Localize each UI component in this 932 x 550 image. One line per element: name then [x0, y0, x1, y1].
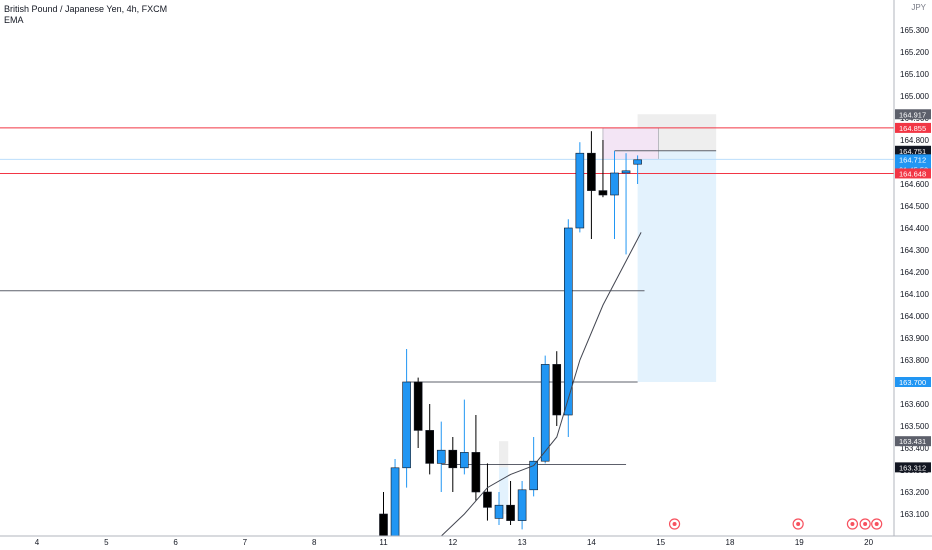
x-tick-label: 11	[379, 538, 388, 547]
x-tick-label: 13	[518, 538, 527, 547]
y-tick-label: 164.800	[900, 136, 929, 145]
y-tick-label: 163.800	[900, 356, 929, 365]
candle-body-48[interactable]	[587, 152, 596, 191]
price-label-164.855: 164.855	[899, 124, 926, 133]
x-tick-label: 6	[173, 538, 178, 547]
x-tick-label: 14	[587, 538, 596, 547]
y-tick-label: 163.100	[900, 510, 929, 519]
candle-body-51[interactable]	[621, 170, 631, 174]
zone-blue-4[interactable]	[499, 467, 509, 514]
price-label-163.431: 163.431	[899, 437, 926, 446]
indicator-label[interactable]: EMA	[4, 15, 24, 25]
y-tick-label: 164.200	[900, 268, 929, 277]
y-tick-label: 164.500	[900, 202, 929, 211]
y-tick-label: 165.200	[900, 48, 929, 57]
candle-body-43[interactable]	[529, 460, 538, 491]
y-tick-label: 165.300	[900, 26, 929, 35]
event-marker-dot	[874, 522, 879, 526]
y-tick-label: 163.200	[900, 488, 929, 497]
candle-body-42[interactable]	[517, 489, 527, 521]
candle-body-33[interactable]	[413, 381, 423, 431]
y-tick-label: 164.100	[900, 290, 929, 299]
candle-body-31[interactable]	[390, 467, 400, 537]
price-label-bg	[895, 377, 931, 387]
candle-body-38[interactable]	[471, 452, 481, 493]
price-label-bg	[895, 145, 931, 156]
x-tick-label: 20	[864, 538, 873, 547]
candle-body-49[interactable]	[598, 190, 608, 196]
candle-body-47[interactable]	[575, 152, 585, 229]
y-tick-label: 164.600	[900, 180, 929, 189]
time-axis-panel[interactable]	[0, 536, 932, 550]
x-tick-label: 4	[35, 538, 40, 547]
candle-body-44[interactable]	[540, 364, 550, 462]
candle-body-39[interactable]	[483, 491, 492, 508]
x-tick-label: 12	[448, 538, 457, 547]
candle-body-32[interactable]	[402, 381, 411, 469]
candle-body-46[interactable]	[563, 227, 573, 416]
x-tick-label: 5	[104, 538, 109, 547]
chart-title: British Pound / Japanese Yen, 4h, FXCM	[4, 4, 168, 14]
event-marker-dot	[796, 522, 801, 526]
x-tick-label: 15	[656, 538, 665, 547]
event-marker-dot	[863, 522, 868, 526]
y-tick-label: 163.900	[900, 334, 929, 343]
price-label-bg	[895, 122, 931, 133]
price-label-164.917: 164.917	[899, 110, 926, 119]
price-label-164.712: 164.712	[899, 155, 926, 164]
price-label-164.648: 164.648	[899, 169, 926, 178]
candle-body-52[interactable]	[633, 159, 642, 165]
x-tick-label: 8	[312, 538, 317, 547]
price-label-163.700: 163.700	[899, 378, 926, 387]
zone-pink-2[interactable]	[602, 127, 659, 160]
ema-line[interactable]	[440, 232, 642, 537]
candle-body-35[interactable]	[436, 449, 446, 464]
x-tick-label: 19	[795, 538, 804, 547]
zone-gray-3[interactable]	[499, 441, 509, 468]
price-label-bg	[895, 436, 931, 447]
price-axis-panel[interactable]	[894, 0, 932, 550]
y-tick-label: 163.600	[900, 400, 929, 409]
candle-body-30[interactable]	[379, 513, 388, 537]
candle-body-40[interactable]	[494, 504, 504, 519]
y-tick-label: 163.400	[900, 444, 929, 453]
candle-body-34[interactable]	[425, 430, 435, 464]
x-tick-label: 7	[243, 538, 248, 547]
price-label-163.312: 163.312	[899, 463, 926, 472]
candle-body-36[interactable]	[448, 449, 458, 469]
event-marker-dot	[850, 522, 855, 526]
candle-body-50[interactable]	[610, 172, 619, 196]
y-tick-label: 164.400	[900, 224, 929, 233]
currency-label: JPY	[911, 3, 926, 12]
y-tick-label: 164.300	[900, 246, 929, 255]
candle-body-45[interactable]	[552, 364, 562, 416]
x-tick-label: 18	[726, 538, 735, 547]
y-tick-label: 165.100	[900, 70, 929, 79]
price-label-bg	[895, 109, 931, 120]
price-label-164.751: 164.751	[899, 147, 926, 156]
event-marker-dot	[672, 522, 677, 526]
y-tick-label: 165.000	[900, 92, 929, 101]
candle-body-37[interactable]	[460, 452, 469, 469]
zone-blue-0[interactable]	[637, 150, 717, 382]
price-label-bg	[895, 168, 931, 179]
y-tick-label: 163.500	[900, 422, 929, 431]
candle-body-41[interactable]	[506, 504, 515, 521]
y-tick-label: 164.000	[900, 312, 929, 321]
price-label-bg	[895, 462, 931, 473]
